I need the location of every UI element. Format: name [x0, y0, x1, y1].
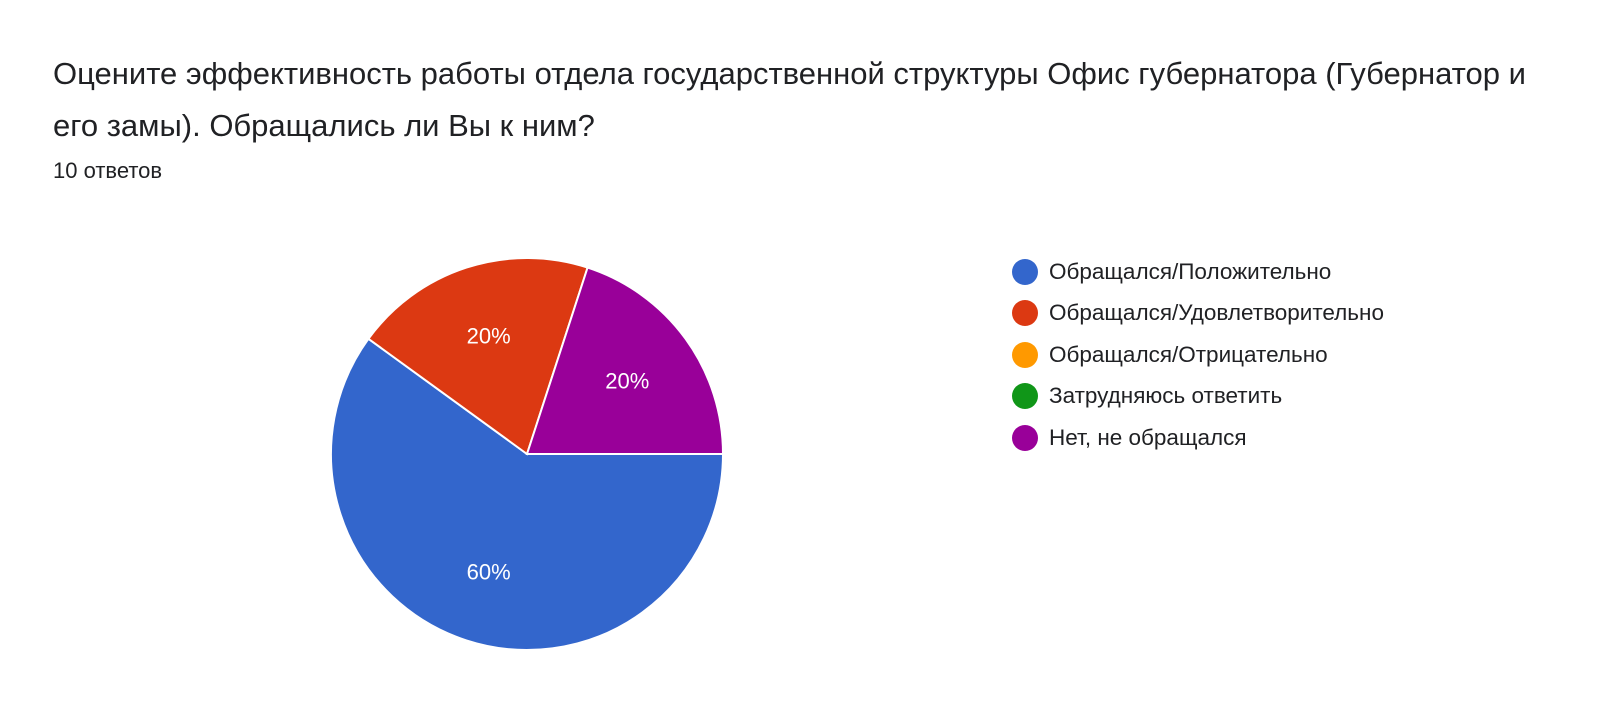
slice-data-label-2: 20%	[467, 324, 511, 349]
legend-swatch-icon	[1012, 258, 1038, 285]
legend-swatch-icon	[1012, 424, 1038, 451]
response-count: 10 ответов	[53, 158, 163, 183]
slice-data-label-5: 20%	[605, 369, 649, 394]
legend-swatch-icon	[1012, 300, 1038, 327]
pie-slices	[330, 257, 725, 651]
legend-swatch-icon	[1012, 341, 1038, 368]
legend-label: Затрудняюсь ответить	[1049, 383, 1283, 409]
legend-item-4[interactable]: Затрудняюсь ответить	[1012, 376, 1384, 418]
legend-label: Нет, не обращался	[1049, 424, 1247, 450]
slice-data-label-1: 60%	[467, 559, 511, 584]
legend-item-2[interactable]: Обращался/Удовлетворительно	[1012, 293, 1384, 335]
pie-slice-1[interactable]	[330, 337, 725, 651]
pie-labels: 60% 20% 20%	[467, 324, 650, 585]
legend-swatch-icon	[1012, 383, 1038, 410]
legend-label: Обращался/Отрицательно	[1049, 341, 1328, 367]
legend-item-1[interactable]: Обращался/Положительно	[1012, 251, 1384, 293]
legend-item-3[interactable]: Обращался/Отрицательно	[1012, 334, 1384, 376]
legend-label: Обращался/Удовлетворительно	[1049, 300, 1384, 326]
legend-label: Обращался/Положительно	[1049, 258, 1332, 284]
chart-legend: Обращался/Положительно Обращался/Удовлетв…	[1012, 251, 1384, 459]
pie-slice-2[interactable]	[367, 257, 589, 456]
legend-item-5[interactable]: Нет, не обращался	[1012, 417, 1384, 459]
pie-slice-5[interactable]	[525, 266, 725, 455]
question-title: Оцените эффективность работы отдела госу…	[53, 56, 1526, 143]
